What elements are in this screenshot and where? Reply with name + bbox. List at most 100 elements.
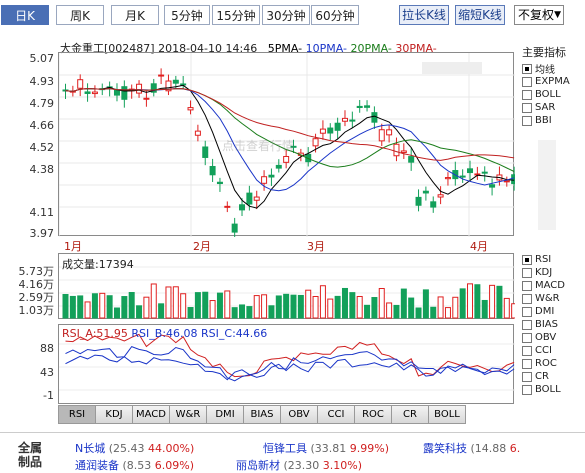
stretch-kline-button[interactable]: 拉长K线 (399, 5, 449, 25)
volume-bar (511, 303, 515, 319)
indicator-tab-dmi[interactable]: DMI (206, 405, 244, 424)
sub-option[interactable]: KDJ (522, 266, 584, 279)
candle-body (334, 122, 341, 131)
indicator-tab-rsi[interactable]: RSI (58, 405, 96, 424)
sub-option[interactable]: OBV (522, 331, 584, 344)
sub-option[interactable]: W&R (522, 292, 584, 305)
checkbox-icon[interactable] (522, 76, 532, 87)
candle-body (371, 112, 378, 123)
price-tick: 4.52 (29, 141, 55, 154)
volume-tick: 4.16万 (18, 278, 55, 291)
tab-15min[interactable]: 15分钟 (212, 5, 260, 25)
volume-tick: 1.03万 (18, 304, 55, 317)
sub-option-label: BOLL (535, 384, 561, 395)
checkbox-icon[interactable] (522, 102, 532, 113)
kline-canvas (59, 53, 515, 237)
main-option[interactable]: 均线 (522, 62, 584, 76)
candle-body (319, 128, 326, 134)
sub-option[interactable]: DMI (522, 305, 584, 318)
checkbox-icon[interactable] (522, 254, 532, 265)
indicator-tab-bias[interactable]: BIAS (243, 405, 281, 424)
tab-60min[interactable]: 60分钟 (311, 5, 359, 25)
main-option[interactable]: SAR (522, 101, 584, 114)
chart-title: 大金重工[002487] 2018-04-10 14:46 5PMA- 10PM… (60, 40, 437, 56)
tab-daily[interactable]: 日K (1, 5, 49, 25)
indicator-tab-boll[interactable]: BOLL (428, 405, 466, 424)
checkbox-icon[interactable] (522, 371, 532, 382)
main-option[interactable]: BBI (522, 114, 584, 127)
related-stock-link[interactable]: N长城 (25.43 44.00%) (75, 442, 195, 455)
checkbox-icon[interactable] (522, 319, 532, 330)
indicator-tab-roc[interactable]: ROC (354, 405, 392, 424)
tab-monthly[interactable]: 月K (111, 5, 159, 25)
volume-bar (99, 292, 106, 319)
rsi-chart[interactable] (58, 324, 515, 404)
candle-body (408, 156, 415, 163)
sub-option[interactable]: CR (522, 370, 584, 383)
candle-body (180, 83, 187, 86)
price-adjust-select[interactable]: 不复权 ▼ (514, 5, 564, 25)
indicator-tab-macd[interactable]: MACD (132, 405, 170, 424)
candlestick-chart[interactable] (58, 52, 515, 237)
checkbox-icon[interactable] (522, 345, 532, 356)
volume-bar (327, 298, 334, 319)
tab-5min[interactable]: 5分钟 (164, 5, 210, 25)
sub-option[interactable]: CCI (522, 344, 584, 357)
candle-body (150, 83, 157, 93)
indicator-tab-obv[interactable]: OBV (280, 405, 318, 424)
checkbox-icon[interactable] (522, 63, 532, 74)
checkbox-icon[interactable] (522, 358, 532, 369)
indicator-tab-cr[interactable]: CR (391, 405, 429, 424)
candle-body (511, 174, 515, 185)
candle-body (165, 80, 172, 92)
sub-option[interactable]: BIAS (522, 318, 584, 331)
main-option[interactable]: EXPMA (522, 75, 584, 88)
candle-body (415, 196, 422, 206)
candle-body (194, 130, 201, 136)
related-stock-link[interactable]: 丽岛新材 (23.30 3.10%) (236, 459, 363, 472)
candle-body (253, 196, 260, 201)
candle-body (231, 223, 238, 233)
candle-body (113, 89, 120, 96)
candle-body (136, 83, 143, 94)
tab-30min[interactable]: 30分钟 (262, 5, 310, 25)
price-tick: 4.11 (29, 206, 55, 219)
related-stock-link[interactable]: 恒锋工具 (33.81 9.99%) (263, 442, 390, 455)
indicator-tab-w-r[interactable]: W&R (169, 405, 207, 424)
month-label: 4月 (470, 240, 488, 253)
volume-tick: 2.59万 (18, 291, 55, 304)
rsi-c-line (65, 354, 515, 381)
sub-option[interactable]: ROC (522, 357, 584, 370)
checkbox-icon[interactable] (522, 267, 532, 278)
checkbox-icon[interactable] (522, 306, 532, 317)
chart-datetime: 2018-04-10 14:46 (158, 42, 258, 55)
candle-body (422, 190, 429, 194)
checkbox-icon[interactable] (522, 115, 532, 126)
indicator-tab-kdj[interactable]: KDJ (95, 405, 133, 424)
checkbox-icon[interactable] (522, 89, 532, 100)
sub-option[interactable]: BOLL (522, 383, 584, 396)
related-stock-link[interactable]: 露笑科技 (14.88 6. (423, 442, 521, 455)
candle-body (503, 180, 510, 183)
sub-option-label: RSI (535, 254, 552, 265)
sub-option[interactable]: RSI (522, 253, 584, 266)
main-option[interactable]: BOLL (522, 88, 584, 101)
volume-bar (106, 295, 113, 319)
volume-bar (172, 286, 179, 319)
checkbox-icon[interactable] (522, 332, 532, 343)
ma5-legend: 5PMA- (267, 42, 303, 55)
indicator-tab-cci[interactable]: CCI (317, 405, 355, 424)
checkbox-icon[interactable] (522, 384, 532, 395)
price-adjust-value: 不复权 (518, 8, 555, 22)
checkbox-icon[interactable] (522, 280, 532, 291)
rsi-a-value: RSI_A:51.95 (62, 327, 128, 340)
price-tick: 3.97 (29, 227, 55, 240)
volume-bar (349, 292, 356, 319)
volume-chart[interactable] (58, 253, 515, 319)
sub-option[interactable]: MACD (522, 279, 584, 292)
tab-weekly[interactable]: 周K (56, 5, 104, 25)
checkbox-icon[interactable] (522, 293, 532, 304)
sub-indicator-panel: RSI KDJ MACD W&R DMI BIAS OBV CCI ROC CR BOLL (522, 253, 584, 396)
shrink-kline-button[interactable]: 缩短K线 (455, 5, 505, 25)
related-stock-link[interactable]: 通润装备 (8.53 6.09%) (75, 459, 195, 472)
